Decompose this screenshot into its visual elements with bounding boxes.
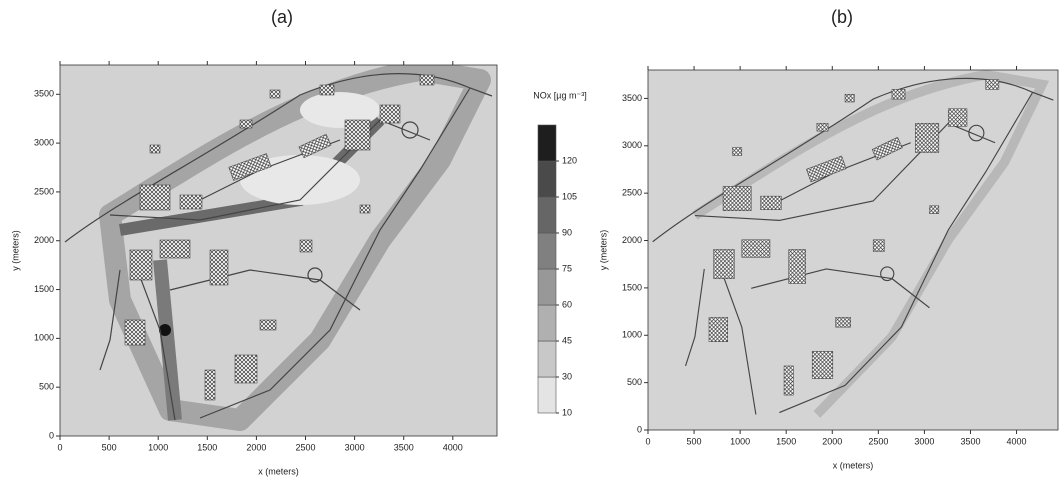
x-tick-label: 4000 (443, 442, 463, 452)
panel-label: (a) (271, 7, 293, 27)
y-tick-label: 3000 (34, 137, 54, 147)
x-tick-label: 3500 (960, 436, 980, 446)
colorbar-band (538, 269, 556, 305)
y-tick-label: 2500 (622, 188, 642, 198)
colorbar-label: 105 (562, 191, 577, 201)
colorbar-band (538, 125, 556, 161)
y-tick-label: 2000 (34, 235, 54, 245)
colorbar-band (538, 305, 556, 341)
x-tick-label: 500 (102, 442, 117, 452)
colorbar-label: 75 (562, 263, 572, 273)
x-tick-label: 2000 (822, 436, 842, 446)
y-tick-label: 2000 (622, 235, 642, 245)
x-tick-label: 3500 (394, 442, 414, 452)
x-tick-label: 2000 (246, 442, 266, 452)
y-tick-label: 3500 (34, 89, 54, 99)
colorbar-band (538, 341, 556, 377)
x-tick-label: 1500 (776, 436, 796, 446)
y-tick-label: 1500 (34, 284, 54, 294)
map-b (648, 70, 1058, 430)
x-tick-label: 3000 (914, 436, 934, 446)
x-tick-label: 1000 (730, 436, 750, 446)
x-tick-label: 4000 (1007, 436, 1027, 446)
page: (a) (b) 05001000150020002500300035004000… (0, 0, 1060, 480)
x-tick-label: 1500 (197, 442, 217, 452)
figure: (a) (b) 05001000150020002500300035004000… (0, 0, 1060, 480)
x-tick-label: 500 (687, 436, 702, 446)
x-axis-label: x (meters) (833, 460, 874, 470)
x-tick-label: 1000 (148, 442, 168, 452)
colorbar-label: 60 (562, 299, 572, 309)
colorbar-title: NOx [µg m⁻³] (533, 90, 586, 100)
colorbar-label: 90 (562, 227, 572, 237)
x-tick-label: 0 (645, 436, 650, 446)
colorbar-label: 30 (562, 371, 572, 381)
colorbar-label: 45 (562, 335, 572, 345)
x-tick-label: 3000 (345, 442, 365, 452)
y-tick-label: 500 (627, 377, 642, 387)
x-tick-label: 0 (57, 442, 62, 452)
y-tick-label: 1500 (622, 282, 642, 292)
x-tick-label: 2500 (868, 436, 888, 446)
map-a (60, 65, 497, 436)
y-axis-label: y (meters) (10, 230, 20, 271)
y-tick-label: 1000 (34, 333, 54, 343)
colorbar-band (538, 161, 556, 197)
y-tick-label: 2500 (34, 186, 54, 196)
y-tick-label: 3000 (622, 140, 642, 150)
colorbar-band (538, 197, 556, 233)
x-tick-label: 2500 (295, 442, 315, 452)
y-tick-label: 0 (49, 430, 54, 440)
y-axis-label: y (meters) (598, 230, 608, 271)
y-tick-label: 1000 (622, 330, 642, 340)
colorbar-label: 120 (562, 155, 577, 165)
panel-label: (b) (831, 7, 853, 27)
colorbar-band (538, 377, 556, 413)
colorbar-band (538, 233, 556, 269)
x-axis-label: x (meters) (258, 466, 299, 476)
y-tick-label: 500 (39, 382, 54, 392)
y-tick-label: 3500 (622, 93, 642, 103)
colorbar-label: 10 (562, 407, 572, 417)
y-tick-label: 0 (637, 424, 642, 434)
